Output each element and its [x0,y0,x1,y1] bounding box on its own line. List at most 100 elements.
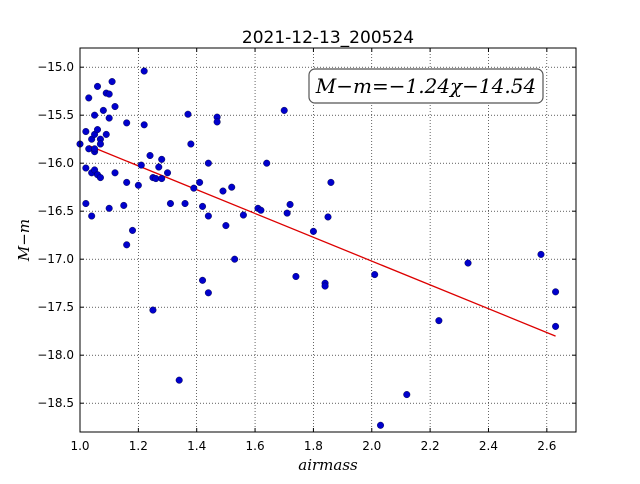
data-point [96,174,104,182]
grid [79,48,576,432]
x-tick-label: 1.0 [70,439,89,453]
data-point [166,200,174,208]
data-point [324,213,332,221]
axis-ticks: 1.0 1.2 1.4 1.6 1.8 2.0 2.2 2.4 2.6 −15.0 −15.5 −16… [37,48,576,453]
data-point [552,288,560,296]
data-point [181,200,189,208]
data-point [105,204,113,212]
data-point [102,130,110,138]
data-point [552,322,560,330]
data-point [82,200,90,208]
data-point [158,155,166,163]
data-point [129,226,137,234]
y-tick-label: −16.5 [37,204,74,218]
data-point [199,276,207,284]
data-point [140,67,148,75]
plot-frame [79,47,577,433]
data-point [123,178,131,186]
data-point [155,163,163,171]
data-point [292,272,300,280]
data-point [280,106,288,114]
data-point [263,159,271,167]
data-point [321,282,329,290]
data-point [88,212,96,220]
data-point [111,103,119,111]
chart-title: 2021-12-13_200524 [242,28,414,48]
data-point [96,140,104,148]
data-point [85,94,93,102]
data-point [111,169,119,177]
data-point [309,227,317,235]
data-point [184,110,192,118]
data-point [403,391,411,399]
data-point [204,212,212,220]
data-point [464,259,472,267]
data-point [149,306,157,314]
y-tick-label: −15.5 [37,108,74,122]
data-point [257,206,265,214]
x-tick-label: 2.0 [362,439,381,453]
data-point [105,114,113,122]
data-points [76,67,560,429]
data-point [120,201,128,209]
data-point [82,128,90,136]
data-point [164,169,172,177]
y-tick-label: −18.0 [37,348,74,362]
x-tick-label: 1.8 [304,439,323,453]
x-tick-label: 1.4 [187,439,206,453]
data-point [137,161,145,169]
fit-equation-box: M−m=−1.24χ−14.54 [308,68,544,104]
fit-equation: M−m=−1.24χ−14.54 [315,74,536,98]
data-point [123,119,131,127]
y-axis-label: M−m [15,219,33,262]
data-point [152,175,160,183]
data-point [94,82,102,90]
data-point [91,111,99,119]
y-tick-label: −16.0 [37,156,74,170]
data-point [199,202,207,210]
data-point [105,90,113,98]
data-point [219,187,227,195]
data-point [204,289,212,297]
x-axis-label: airmass [298,456,358,474]
data-point [283,209,291,217]
y-tick-label: −18.5 [37,396,74,410]
data-point [377,421,385,429]
data-point [82,164,90,172]
y-tick-label: −15.0 [37,60,74,74]
data-point [190,184,198,192]
data-point [94,126,102,134]
data-point [228,183,236,191]
data-point [371,271,379,279]
data-point [213,118,221,126]
data-point [196,178,204,186]
data-point [146,152,154,160]
data-point [286,200,294,208]
data-point [231,255,239,263]
y-tick-label: −17.5 [37,300,74,314]
data-point [435,317,443,325]
data-point [222,222,230,230]
fit-line-group [88,145,556,337]
data-point [187,140,195,148]
data-point [140,121,148,129]
x-tick-label: 2.4 [479,439,498,453]
data-point [99,106,107,114]
data-point [123,241,131,249]
data-point [85,145,93,153]
x-tick-label: 2.6 [537,439,556,453]
x-tick-label: 1.2 [129,439,148,453]
fit-line [88,145,556,337]
data-point [108,78,116,86]
data-point [91,145,99,153]
x-tick-label: 1.6 [246,439,265,453]
data-point [537,250,545,258]
data-point [175,376,183,384]
data-point [239,211,247,219]
data-point [327,178,335,186]
data-point [134,181,142,189]
data-point [204,159,212,167]
data-point [158,175,166,183]
